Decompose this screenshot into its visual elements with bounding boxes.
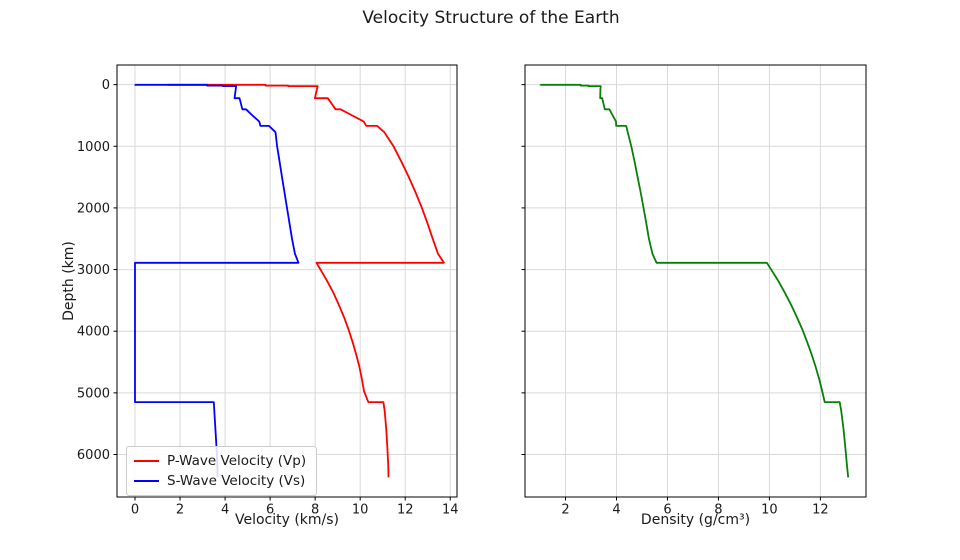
legend-label-vs: S-Wave Velocity (Vs) [167,472,306,489]
x-tick-label: 6 [663,503,671,518]
legend-line-vp [134,459,159,462]
legend-entry-vp: P-Wave Velocity (Vp) [134,452,306,469]
x-tick-label: 10 [352,503,369,518]
series-line-p-wave-velocity-vp [166,83,445,478]
legend: P-Wave Velocity (Vp) S-Wave Velocity (Vs… [126,446,318,496]
y-tick-label: 4000 [77,325,110,340]
y-tick-label: 3000 [77,263,110,278]
x-tick-label: 10 [761,503,778,518]
legend-line-vs [134,479,159,482]
y-tick-label: 5000 [77,386,110,401]
x-tick-label: 2 [561,503,569,518]
chart-title: Velocity Structure of the Earth [362,8,620,28]
x-tick-label: 4 [612,503,620,518]
series-line-s-wave-velocity-vs [134,83,300,478]
y-tick-label: 2000 [77,201,110,216]
y-tick-label: 6000 [77,448,110,463]
x-tick-label: 14 [442,503,459,518]
y-tick-label: 0 [102,78,110,93]
legend-label-vp: P-Wave Velocity (Vp) [167,452,307,469]
series-line-density [539,83,850,478]
x-tick-label: 12 [397,503,414,518]
x-tick-label: 2 [176,503,184,518]
x-axis-label-density: Density (g/cm³) [640,512,751,528]
y-tick-label: 1000 [77,140,110,155]
plot-border [524,64,867,498]
x-tick-label: 6 [266,503,274,518]
plot-border [116,64,458,498]
x-tick-label: 12 [812,503,829,518]
x-tick-label: 4 [221,503,229,518]
legend-entry-vs: S-Wave Velocity (Vs) [134,472,306,489]
y-axis-label: Depth (km) [61,241,77,321]
x-tick-label: 8 [311,503,319,518]
x-axis-label-velocity: Velocity (km/s) [234,512,340,528]
x-tick-label: 8 [714,503,722,518]
x-tick-label: 0 [131,503,139,518]
